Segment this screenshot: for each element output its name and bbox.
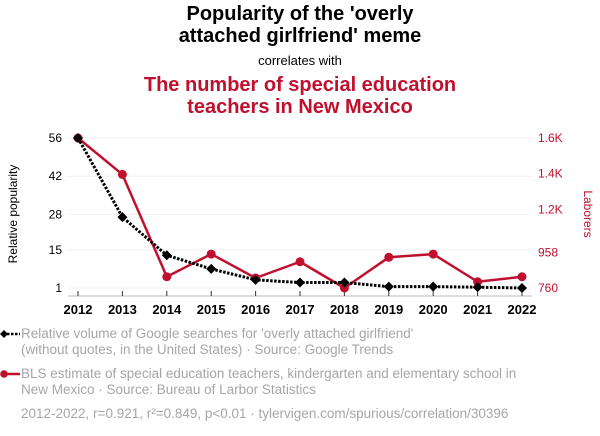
series-popularity-point	[250, 274, 261, 285]
x-axis: 2012 2013 2014 2015 2016 2017 2018 2019 2020 2021…	[64, 291, 537, 317]
series-laborers-point	[384, 252, 394, 262]
chart-subtitle-line2: teachers in New Mexico	[187, 96, 413, 118]
series-popularity-point	[206, 263, 217, 274]
series-popularity-point	[73, 133, 83, 143]
legend: Relative volume of Google searches for '…	[0, 326, 600, 422]
series-laborers-point	[295, 257, 305, 267]
legend-laborers-line1: BLS estimate of special education teache…	[21, 366, 517, 381]
x-tick-label: 2022	[508, 302, 537, 317]
y-left-tick-label: 15	[49, 243, 63, 257]
series-popularity-point	[117, 212, 128, 223]
chart-subtitle-line1: The number of special education	[143, 74, 457, 96]
title-block: Popularity of the 'overly attached girlf…	[0, 0, 600, 118]
legend-popularity-line1: Relative volume of Google searches for '…	[21, 326, 414, 341]
footer-stats: 2012-2022, r=0.921, r²=0.849, p<0.01 · t…	[21, 406, 509, 421]
y-axis-left: 1 15 28 42 56	[49, 131, 63, 295]
gridlines	[68, 137, 532, 289]
x-tick-label: 2018	[330, 302, 359, 317]
legend-item-popularity: Relative volume of Google searches for '…	[0, 326, 600, 358]
y-right-tick-label: 958	[538, 246, 558, 260]
chart-connector: correlates with	[258, 53, 342, 68]
legend-popularity-line2: (without quotes, in the United States) ·…	[21, 342, 394, 357]
x-tick-label: 2014	[152, 302, 182, 317]
series-laborers-point	[339, 283, 349, 293]
y-left-tick-label: 42	[49, 169, 63, 183]
x-tick-label: 2019	[374, 302, 403, 317]
legend-marker-diamond-dotted-icon	[0, 330, 20, 338]
y-left-tick-label: 1	[55, 281, 62, 295]
series-popularity-point	[383, 281, 394, 292]
series-popularity-point	[517, 283, 527, 293]
series-laborers-point	[117, 169, 127, 179]
series-popularity-point	[161, 250, 172, 261]
y-axis-left-title: Relative popularity	[6, 165, 20, 264]
x-tick-label: 2021	[463, 302, 492, 317]
chart-subtitle: The number of special education teachers…	[0, 74, 600, 118]
x-tick-label: 2015	[197, 302, 226, 317]
series-popularity-point	[472, 282, 483, 293]
x-tick-label: 2013	[108, 302, 137, 317]
y-axis-right-title: Laborers	[581, 190, 595, 237]
legend-laborers-line2: New Mexico · Source: Bureau of Larbor St…	[21, 382, 316, 397]
series-popularity	[73, 133, 527, 293]
series-laborers-point	[428, 249, 438, 259]
y-left-tick-label: 28	[49, 207, 63, 221]
legend-item-laborers: BLS estimate of special education teache…	[0, 366, 600, 398]
series-popularity-point	[339, 277, 350, 288]
series-popularity-point	[295, 277, 305, 288]
y-right-tick-label: 760	[538, 281, 558, 295]
x-tick-label: 2020	[419, 302, 448, 317]
x-tick-label: 2017	[286, 302, 315, 317]
series-laborers-point	[517, 272, 527, 282]
x-tick-label: 2016	[241, 302, 270, 317]
series-laborers-point	[162, 272, 172, 282]
chart-title-line1: Popularity of the 'overly	[186, 3, 414, 25]
legend-marker-circle-solid-icon	[0, 370, 20, 378]
y-right-tick-label: 1.4K	[538, 167, 563, 181]
y-right-tick-label: 1.2K	[538, 202, 563, 216]
x-tick-label: 2012	[64, 302, 93, 317]
chart-title: Popularity of the 'overly attached girlf…	[0, 3, 600, 47]
series-laborers-point	[473, 277, 483, 287]
chart-title-line2: attached girlfriend' meme	[178, 25, 422, 47]
series-popularity-point	[428, 281, 439, 292]
series-laborers-point	[206, 249, 216, 259]
y-right-tick-label: 1.6K	[538, 131, 563, 145]
series-laborers	[73, 133, 527, 293]
y-axis-right: 760 958 1.2K 1.4K 1.6K	[538, 131, 563, 295]
y-left-tick-label: 56	[49, 131, 63, 145]
